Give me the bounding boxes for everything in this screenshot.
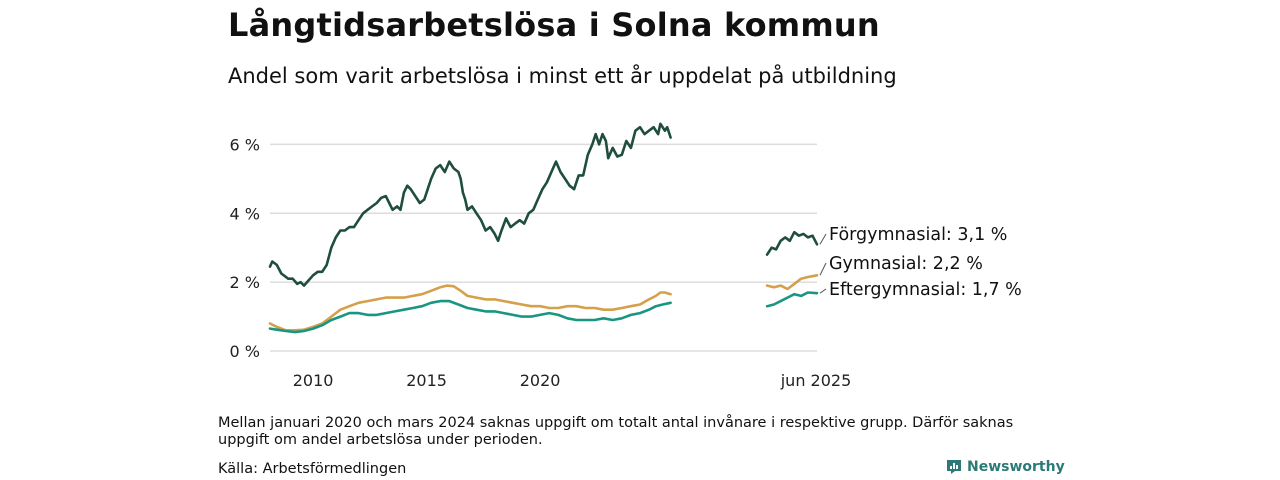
x-tick-label: 2010: [293, 371, 334, 390]
series-lines: [268, 122, 819, 334]
label-connector: [819, 233, 827, 245]
series-line-forgymnasial: [268, 122, 672, 287]
chart-subtitle: Andel som varit arbetslösa i minst ett å…: [228, 64, 897, 88]
chart-title: Långtidsarbetslösa i Solna kommun: [228, 6, 880, 44]
series-end-label: Gymnasial: 2,2 %: [829, 254, 983, 274]
x-tick-label: jun 2025: [780, 371, 852, 390]
y-tick-label: 4 %: [230, 204, 260, 223]
series-line-gymnasial: [268, 284, 672, 332]
series-end-label: Eftergymnasial: 1,7 %: [829, 280, 1022, 300]
series-line-forgymnasial: [765, 230, 819, 256]
y-tick-label: 0 %: [230, 342, 260, 361]
y-tick-label: 2 %: [230, 273, 260, 292]
label-connector: [819, 262, 827, 276]
y-tick-label: 6 %: [230, 135, 260, 154]
x-tick-label: 2015: [406, 371, 447, 390]
series-line-gymnasial: [765, 274, 819, 291]
end-labels: Förgymnasial: 3,1 % Gymnasial: 2,2 % Efter…: [819, 225, 1022, 300]
footnote: Mellan januari 2020 och mars 2024 saknas…: [218, 415, 1014, 448]
series-line-eftergymnasial: [765, 291, 819, 308]
newsworthy-logo-icon: [947, 460, 961, 474]
brand-name: Newsworthy: [967, 459, 1065, 475]
x-axis-labels: 2010 2015 2020 jun 2025: [293, 371, 852, 390]
y-axis-labels: 0 % 2 % 4 % 6 %: [230, 135, 260, 361]
series-line-eftergymnasial: [268, 299, 672, 334]
x-tick-label: 2020: [520, 371, 561, 390]
gridlines: [270, 143, 817, 352]
label-connector: [819, 288, 827, 294]
source-text: Källa: Arbetsförmedlingen: [218, 461, 407, 477]
line-chart: 0 % 2 % 4 % 6 % 2010 2015 2020 jun 2025 Förgym…: [230, 122, 1022, 390]
brand-logo: Newsworthy: [946, 459, 1065, 475]
series-end-label: Förgymnasial: 3,1 %: [829, 225, 1007, 245]
